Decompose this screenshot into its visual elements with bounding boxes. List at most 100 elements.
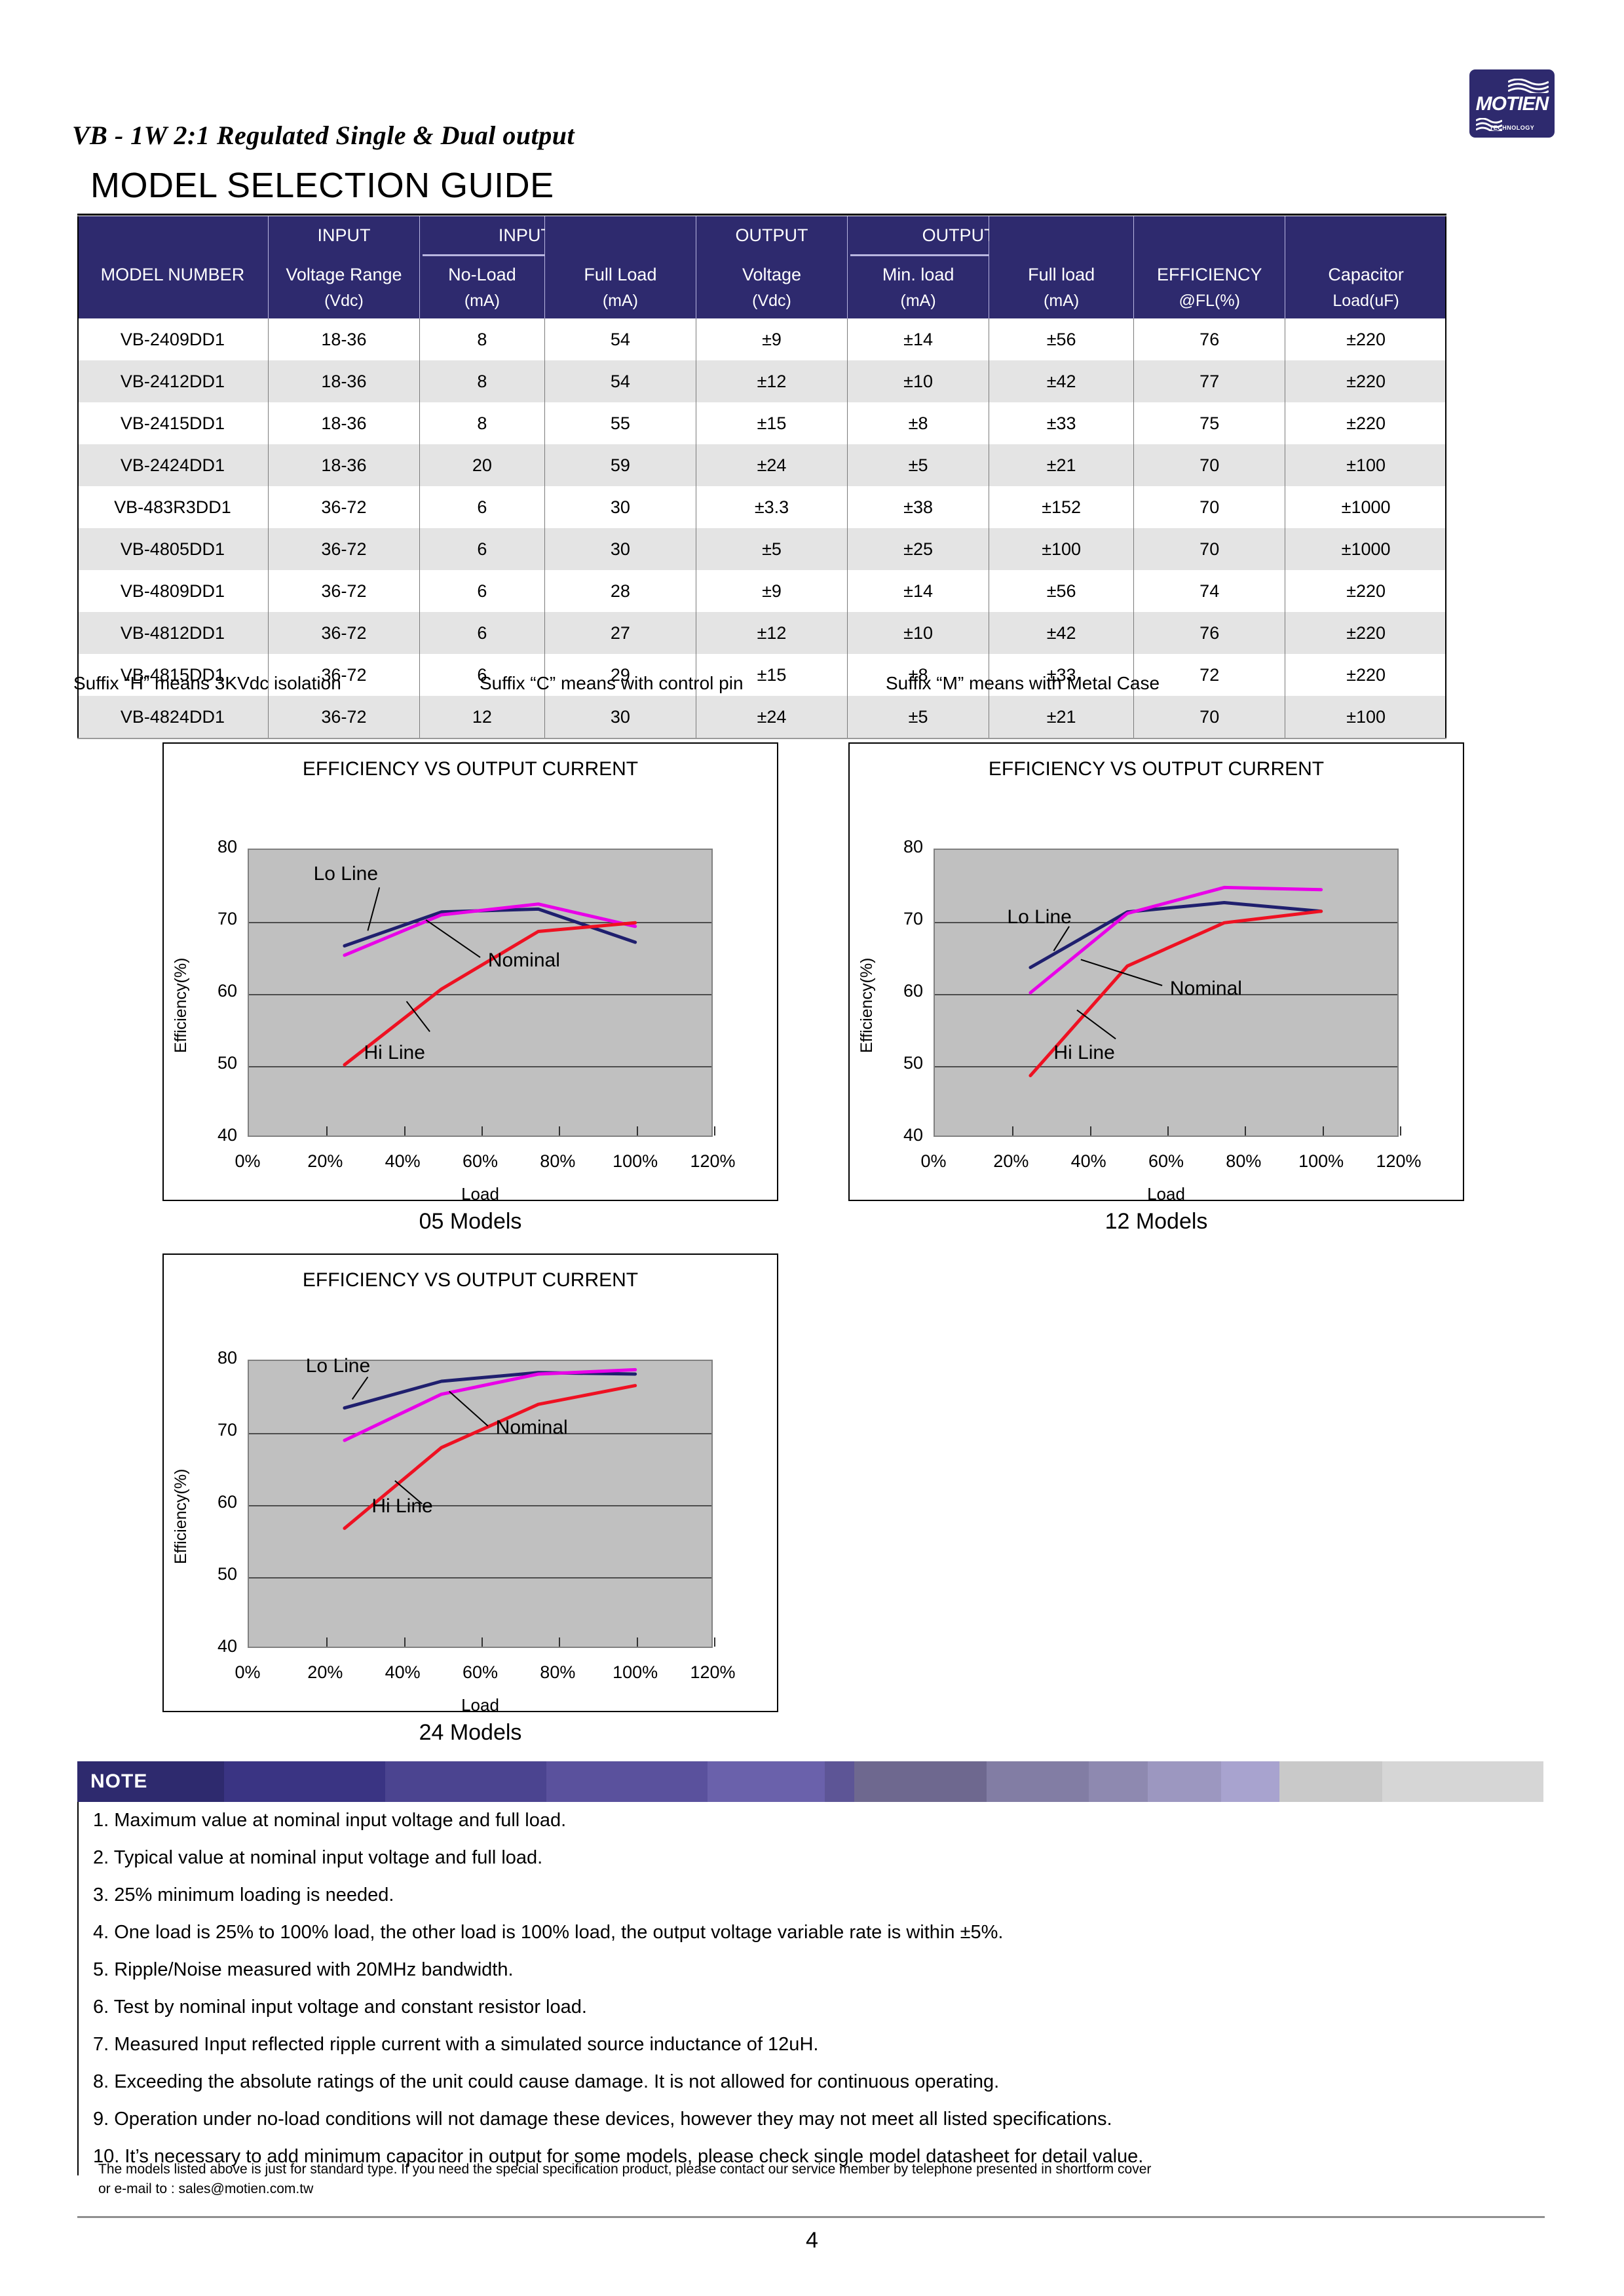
y-tick-label: 60 (217, 981, 237, 1001)
table-cell: ±42 (989, 360, 1134, 402)
table-cell: ±10 (847, 612, 989, 654)
table-cell: ±56 (989, 318, 1134, 360)
table-cell: ±9 (695, 570, 848, 612)
table-cell: 36-72 (267, 654, 420, 696)
table-cell: 30 (544, 696, 696, 738)
table-cell: ±38 (847, 486, 989, 528)
suffix-c: Suffix “C” means with control pin (480, 673, 744, 693)
series-hi-line (1029, 909, 1323, 1077)
series-lo-line (343, 1371, 637, 1410)
table-row: VB-2412DD1 18-36 8 54 ±12 ±10 ±42 77 ±220 (77, 360, 1446, 402)
table-cell: ±33 (989, 402, 1134, 444)
table-cell: 8 (419, 318, 545, 360)
table-cell: 75 (1133, 402, 1285, 444)
x-tick-label: 40% (385, 1151, 421, 1171)
note-item: 6. Test by nominal input voltage and con… (93, 1997, 587, 2018)
table-cell: ±8 (847, 402, 989, 444)
series-label-nominal: Nominal (495, 1416, 568, 1438)
x-tick-label: 20% (993, 1151, 1029, 1171)
x-tick (1245, 1126, 1247, 1136)
series-lo-line (1029, 901, 1323, 969)
table-cell: 36-72 (267, 528, 420, 570)
table-cell: 55 (544, 402, 696, 444)
x-tick-label: 80% (540, 1151, 576, 1171)
table-cell: 6 (419, 654, 545, 696)
table-cell: 36-72 (267, 612, 420, 654)
table-cell: 18-36 (267, 318, 420, 360)
note-item: 9. Operation under no-load conditions wi… (93, 2109, 1112, 2130)
cell-model-number: VB-2412DD1 (120, 371, 225, 391)
x-tick-label: 120% (690, 1151, 736, 1171)
y-tick-label: 60 (217, 1492, 237, 1512)
gridline (935, 994, 1397, 995)
y-tick-label: 80 (217, 1348, 237, 1368)
annotation-leader-line (1053, 926, 1070, 951)
table-cell: 6 (419, 570, 545, 612)
x-tick (404, 1637, 406, 1647)
x-tick-label: 40% (385, 1662, 421, 1682)
cell-model-number: VB-4809DD1 (120, 581, 225, 601)
table-cell: 36-72 (267, 486, 420, 528)
annotation-leader-line (351, 1376, 369, 1400)
table-cell: ±220 (1285, 318, 1446, 360)
plot-area (248, 1360, 715, 1648)
table-cell: ±24 (695, 696, 848, 738)
x-tick (636, 1637, 638, 1647)
note-item: 4. One load is 25% to 100% load, the oth… (93, 1922, 1004, 1943)
x-tick (714, 1637, 715, 1647)
table-cell: ±220 (1285, 360, 1446, 402)
y-tick-label: 70 (217, 909, 237, 928)
wave-icon (1508, 79, 1549, 93)
table-cell: 77 (1133, 360, 1285, 402)
x-tick-label: 100% (613, 1662, 658, 1682)
note-item: 8. Exceeding the absolute ratings of the… (93, 2071, 1000, 2092)
table-cell: ±100 (989, 528, 1134, 570)
table-cell: ±56 (989, 570, 1134, 612)
logo-brand: MOTIEN (1475, 93, 1549, 115)
table-cell: ±12 (695, 612, 848, 654)
annotation-leader-line (1076, 1009, 1116, 1040)
note-gradient-bar: NOTE (77, 1761, 1543, 1802)
annotation-leader-line (449, 1390, 489, 1426)
table-cell: 54 (544, 360, 696, 402)
table-cell: ±3.3 (695, 486, 848, 528)
table-cell: ±21 (989, 444, 1134, 486)
table-cell: ±14 (847, 570, 989, 612)
series-label-nominal: Nominal (1169, 977, 1242, 999)
table-cell: ±10 (847, 360, 989, 402)
suffix-m: Suffix “M” means with Metal Case (886, 673, 1160, 693)
table-cell: 18-36 (267, 360, 420, 402)
table-bottom-rule (77, 738, 1446, 739)
footnote-line-1: The models listed above is just for stan… (98, 2162, 1152, 2177)
cell-model-number: VB-2415DD1 (120, 413, 225, 433)
series-label-hi-line: Hi Line (371, 1495, 433, 1517)
table-cell: 20 (419, 444, 545, 486)
annotation-leader-line (1080, 959, 1163, 986)
table-cell: ±100 (1285, 444, 1446, 486)
table-top-rule (77, 214, 1446, 216)
series-label-hi-line: Hi Line (1053, 1041, 1115, 1063)
x-tick-label: 100% (613, 1151, 658, 1171)
footnote-line-2: or e-mail to : sales@motien.com.tw (98, 2181, 314, 2197)
table-row: VB-2409DD1 18-36 8 54 ±9 ±14 ±56 76 ±220 (77, 318, 1446, 360)
table-row: VB-2415DD1 18-36 8 55 ±15 ±8 ±33 75 ±220 (77, 402, 1446, 444)
x-tick-label: 120% (690, 1662, 736, 1682)
annotation-leader-line (406, 1001, 430, 1033)
table-row: VB-4812DD1 36-72 6 27 ±12 ±10 ±42 76 ±220 (77, 612, 1446, 654)
chart-title: EFFICIENCY VS OUTPUT CURRENT (302, 1269, 639, 1291)
chart-24-models: EFFICIENCY VS OUTPUT CURRENT 40 50 60 70 80 0%… (162, 1253, 778, 1715)
note-item: 10. It’s necessary to add minimum capaci… (93, 2146, 1144, 2167)
table-cell: 6 (419, 528, 545, 570)
gridline (249, 1066, 711, 1067)
table-cell: ±9 (695, 318, 848, 360)
x-tick (326, 1637, 328, 1647)
x-axis-title: Load (461, 1184, 499, 1204)
chart-12-models: EFFICIENCY VS OUTPUT CURRENT 40 50 60 70 80 0%… (848, 742, 1464, 1204)
cell-model-number: VB-2409DD1 (120, 329, 225, 349)
col-model-number: MODEL NUMBER (77, 216, 269, 318)
col-efficiency: EFFICIENCY @FL(%) (1133, 216, 1285, 318)
x-tick-label: 60% (462, 1662, 499, 1682)
table-cell: ±5 (847, 444, 989, 486)
note-item: 2. Typical value at nominal input voltag… (93, 1847, 543, 1868)
